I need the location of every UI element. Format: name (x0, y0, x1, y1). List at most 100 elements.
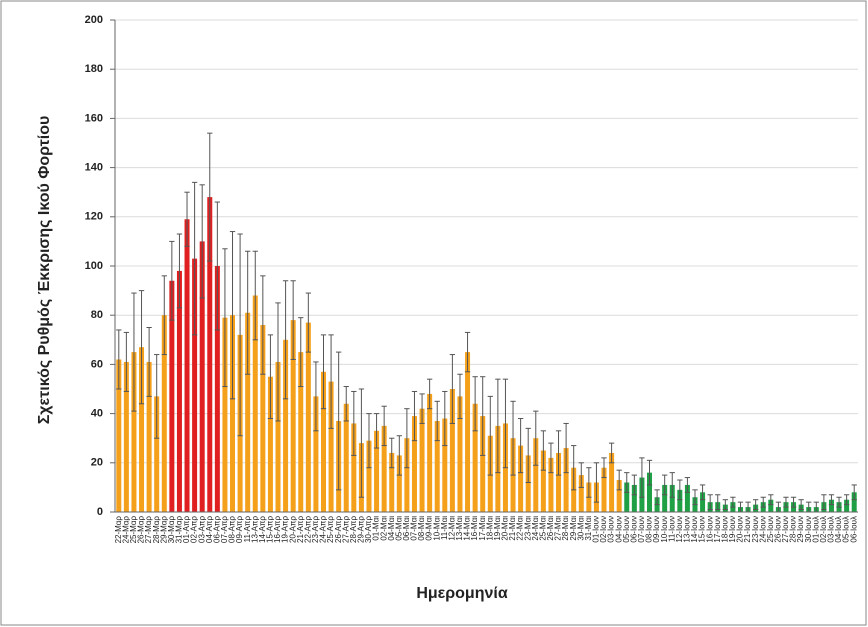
y-tick-label: 140 (85, 162, 103, 174)
x-tick-label: 11-Ιουν (667, 516, 676, 542)
x-tick-label: 30-Μαι (576, 516, 585, 541)
x-tick-label: 27-Ιουν (781, 516, 790, 543)
bar (404, 438, 410, 512)
bar (374, 430, 380, 512)
bar (214, 266, 220, 512)
x-tick-label: 14-Μαι (463, 516, 472, 541)
x-tick-label: 26-Απρ (334, 516, 343, 543)
x-tick-label: 16-Μαι (470, 516, 479, 541)
x-tick-label: 27-Μαι (554, 516, 563, 541)
x-tick-label: 26-Μαρ (137, 516, 146, 544)
bar (578, 475, 584, 512)
x-tick-label: 31-Μαι (584, 516, 593, 541)
x-tick-label: 19-Απρ (281, 516, 290, 543)
x-tick-label: 02-Ιουλ (819, 516, 828, 543)
x-tick-label: 29-Ιουν (796, 516, 805, 543)
x-tick-label: 18-Μαι (485, 516, 494, 541)
x-tick-label: 23-Ιουν (751, 516, 760, 543)
x-tick-label: 21-Ιουν (743, 516, 752, 543)
bar (366, 440, 372, 512)
bar (290, 320, 296, 512)
x-tick-label: 22-Μαι (516, 516, 525, 541)
y-tick-label: 0 (97, 506, 103, 518)
bar (207, 197, 213, 512)
bar (199, 241, 205, 512)
x-tick-label: 04-Μαι (387, 516, 396, 541)
bar (343, 403, 349, 512)
y-tick-label: 120 (85, 211, 103, 223)
bar (139, 347, 145, 512)
x-tick-label: 03-Ιουν (607, 516, 616, 543)
bar (647, 472, 653, 512)
bar (828, 499, 834, 512)
bar (146, 361, 152, 512)
x-tick-label: 11-Απρ (243, 516, 252, 543)
bar (313, 396, 319, 512)
x-tick-label: 08-Απρ (228, 516, 237, 543)
bar (184, 219, 190, 512)
x-tick-label: 06-Μαι (402, 516, 411, 541)
y-tick-label: 80 (91, 309, 103, 321)
x-tick-label: 25-Μαι (538, 516, 547, 541)
x-tick-label: 02-Ιουν (599, 516, 608, 543)
bar (662, 484, 668, 512)
x-tick-label: 17-Ιουν (713, 516, 722, 543)
x-tick-label: 27-Απρ (341, 516, 350, 543)
x-tick-label: 03-Ιουλ (827, 516, 836, 543)
bar (320, 371, 326, 512)
x-tick-label: 12-Μαι (447, 516, 456, 541)
bar (411, 416, 417, 512)
bar (275, 361, 281, 512)
bar (192, 258, 198, 512)
bar (844, 499, 850, 512)
x-tick-label: 17-Μαι (478, 516, 487, 541)
x-tick-label: 28-Μαρ (152, 516, 161, 544)
bar (176, 270, 182, 512)
bar (851, 492, 857, 512)
x-axis-title: Ημερομηνία (416, 585, 508, 602)
x-tick-label: 09-Ιουν (652, 516, 661, 543)
bar (601, 467, 607, 512)
bar (245, 312, 251, 512)
bar (252, 295, 258, 512)
bar (563, 448, 569, 512)
x-tick-label: 01-Απρ (182, 516, 191, 543)
bar (457, 396, 463, 512)
bar (116, 359, 122, 512)
bar (533, 438, 539, 512)
bar (419, 408, 425, 512)
x-tick-label: 27-Μαρ (144, 516, 153, 544)
x-tick-label: 22-Μαρ (114, 516, 123, 544)
x-tick-label: 21-Απρ (296, 516, 305, 543)
bar (480, 416, 486, 512)
y-tick-label: 180 (85, 63, 103, 75)
x-tick-label: 30-Απρ (364, 516, 373, 543)
x-tick-label: 15-Απρ (266, 516, 275, 543)
y-tick-label: 40 (91, 408, 103, 420)
bar (616, 480, 622, 512)
y-tick-label: 20 (91, 457, 103, 469)
x-tick-label: 15-Ιουν (698, 516, 707, 543)
y-tick-label: 100 (85, 260, 103, 272)
bar (381, 425, 387, 512)
x-tick-label: 30-Μαρ (167, 516, 176, 544)
bar (669, 484, 675, 512)
x-tick-label: 31-Μαρ (175, 516, 184, 544)
x-tick-label: 12-Ιουν (675, 516, 684, 543)
x-tick-label: 20-Ιουν (736, 516, 745, 543)
bar (677, 489, 683, 512)
x-tick-label: 07-Απρ (220, 516, 229, 543)
bar (472, 403, 478, 512)
bar (465, 352, 471, 512)
x-tick-label: 01-Ιουν (592, 516, 601, 543)
bar (548, 457, 554, 512)
x-tick-label: 04-Απρ (205, 516, 214, 543)
x-tick-label: 23-Απρ (311, 516, 320, 543)
bar (260, 325, 266, 512)
x-tick-label: 09-Μαι (425, 516, 434, 541)
bar (298, 352, 304, 512)
bar (556, 452, 562, 512)
x-tick-label: 14-Απρ (258, 516, 267, 543)
x-tick-label: 29-Απρ (357, 516, 366, 543)
